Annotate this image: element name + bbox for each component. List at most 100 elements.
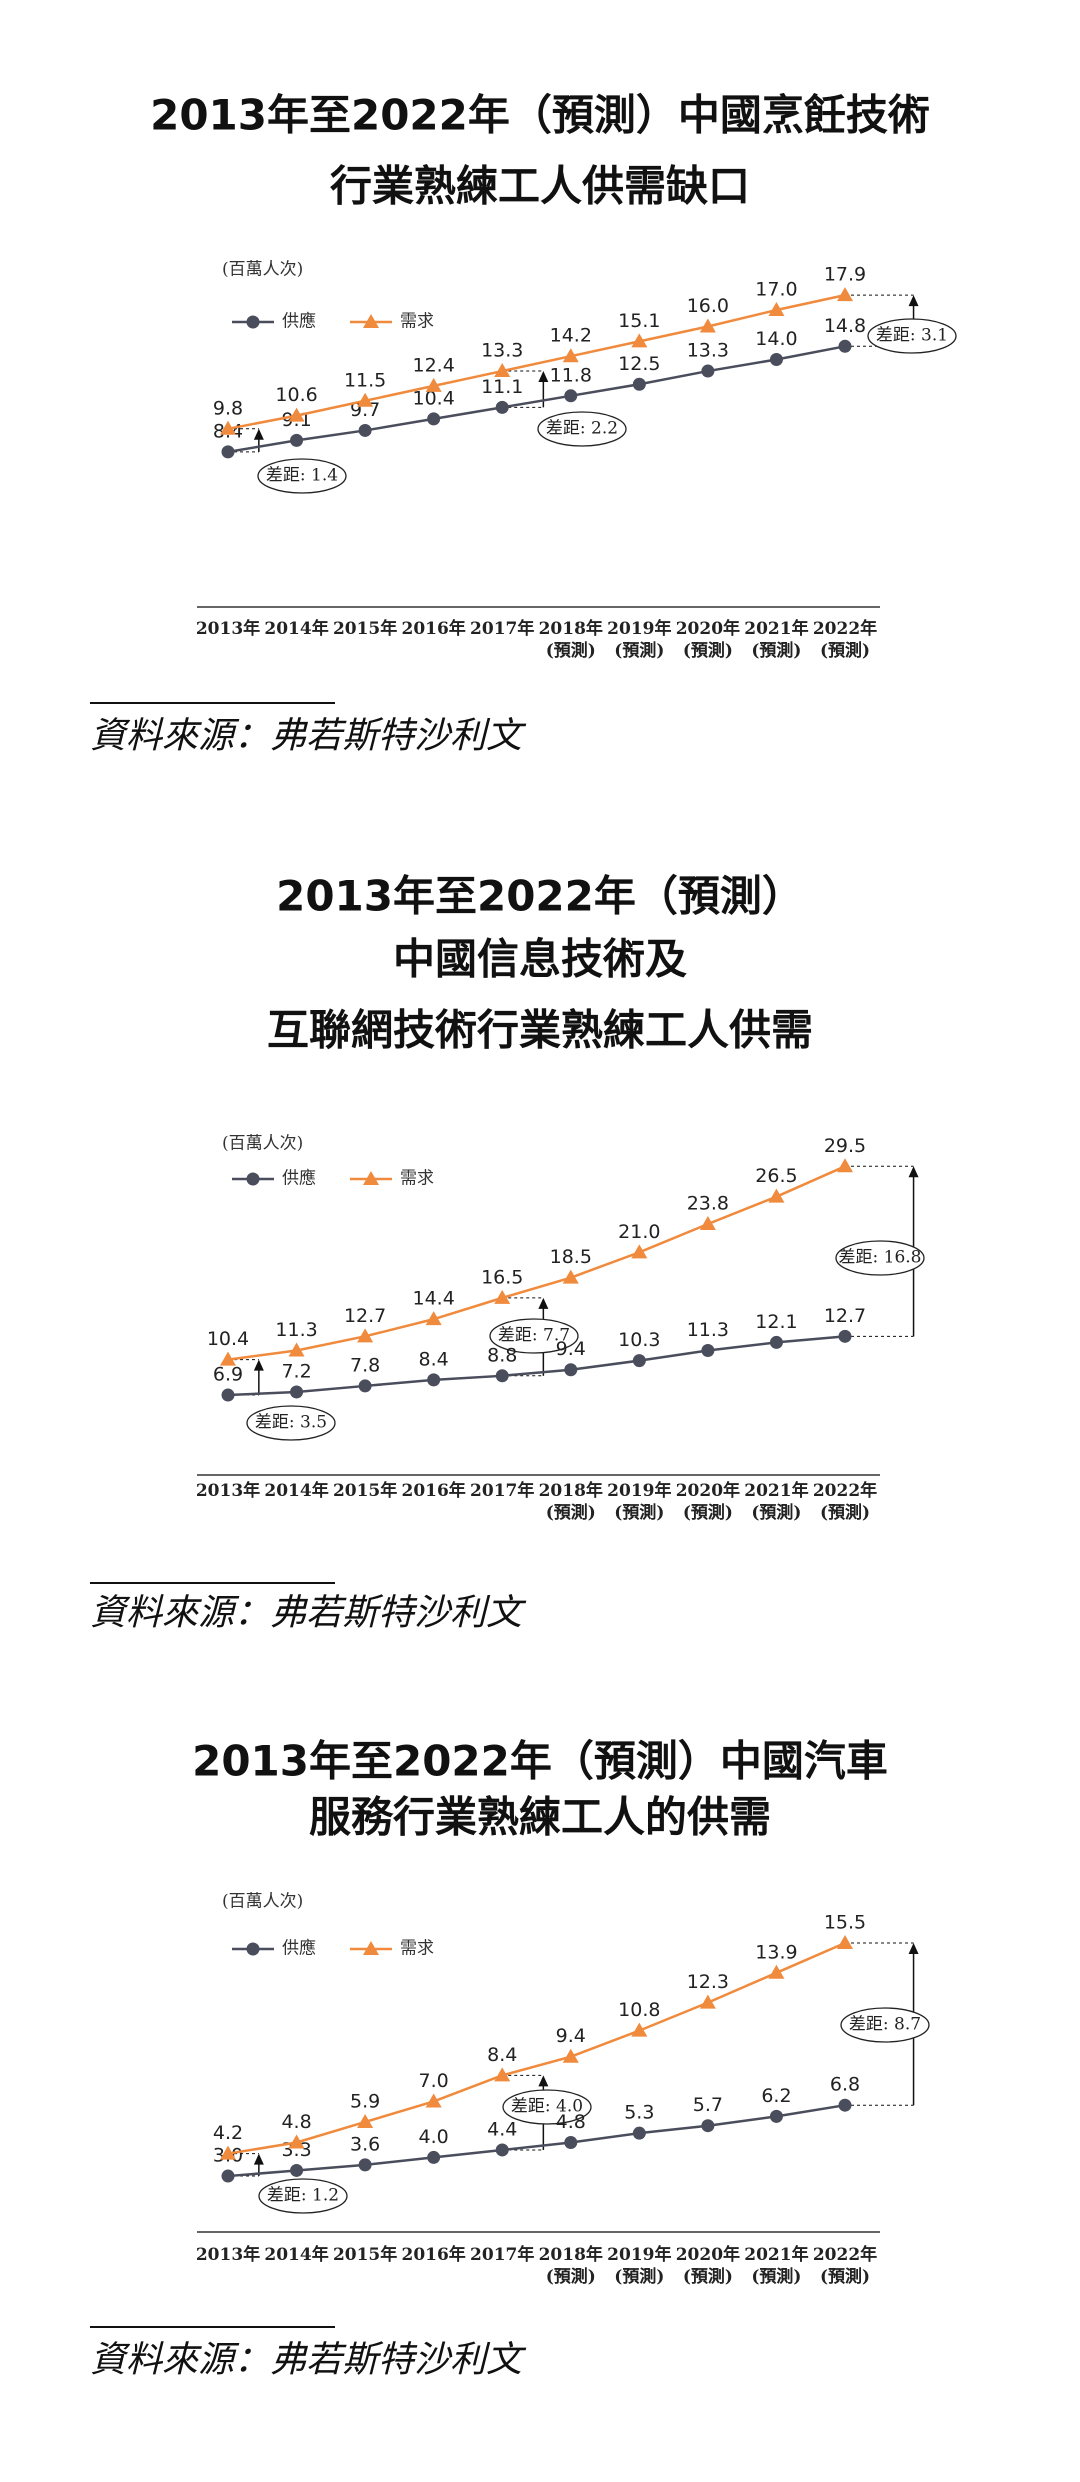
data-point [290,2163,304,2177]
data-label: 11.3 [687,1319,729,1341]
data-point [837,1934,853,1949]
data-point [632,377,646,391]
x-tick-label: 2017年 [470,619,535,639]
gap-ellipse [537,411,627,447]
arrow-head [538,2075,549,2087]
data-label: 21.0 [618,1221,660,1243]
gap-ellipse [489,1318,579,1354]
x-tick-label: 2013年 [195,619,261,639]
arrow-head [908,1942,919,1954]
data-point [701,1344,715,1358]
gap-ellipse [258,2178,348,2214]
source-note: 資料來源：弗若斯特沙利文 [90,2339,527,2379]
legend-marker [363,314,379,328]
data-point [701,364,715,378]
data-label: 29.5 [824,1135,866,1157]
x-tick-label: 2020年 (預測) [675,619,741,661]
source-note: 資料來源：弗若斯特沙利文 [90,715,527,755]
data-point [288,407,305,422]
data-point [494,363,511,378]
source-note: 資料來源：弗若斯特沙利文 [90,1592,527,1632]
x-tick-label: 2013年 [195,1481,261,1501]
data-point [221,445,235,459]
data-label: 11.1 [481,376,523,398]
data-point [427,2150,441,2164]
data-label: 4.0 [419,2126,449,2148]
x-tick-label: 2013年 [195,2245,261,2265]
data-point [494,2067,511,2082]
arrow-head [253,1359,264,1371]
legend-label: 供應 [282,1938,316,1959]
x-tick-label: 2016年 [401,619,466,639]
gap-annotation: 差距: 7.7 [498,1326,570,1346]
gap-ellipse [835,1240,925,1276]
data-label: 11.8 [550,364,592,386]
data-label: 13.3 [481,340,523,362]
data-label: 17.9 [824,264,866,286]
x-tick-label: 2019年 (預測) [607,2245,672,2287]
data-label: 13.3 [687,340,729,362]
series-line [227,1335,846,1397]
series-line [227,293,846,431]
data-label: 6.8 [830,2074,860,2096]
x-tick-label: 2020年 (預測) [675,1481,741,1523]
data-point [427,1373,441,1387]
data-label: 10.4 [413,387,455,409]
x-tick-label: 2018年 (預測) [538,2245,603,2287]
data-label: 12.7 [344,1305,386,1327]
x-tick-label: 2021年 (預測) [744,1481,809,1523]
legend-marker [246,315,260,329]
data-label: 14.2 [550,325,592,347]
data-point [290,433,304,447]
legend-label: 供應 [282,1168,316,1189]
data-label: 7.0 [419,2070,449,2092]
x-tick-label: 2014年 [264,2245,329,2265]
data-point [425,1311,442,1326]
arrow-head [908,1166,919,1178]
legend-marker [246,1172,260,1186]
data-point [221,1388,235,1402]
data-label: 17.0 [755,279,797,301]
x-tick-label: 2022年 (預測) [812,2245,878,2287]
x-tick-label: 2021年 (預測) [744,619,809,661]
gap-annotation: 差距: 3.1 [876,326,948,346]
data-point [699,318,716,333]
data-point [838,1329,852,1343]
data-point [427,412,441,426]
data-point [838,339,852,353]
data-label: 18.5 [550,1246,592,1268]
x-tick-label: 2015年 [332,2245,398,2265]
data-label: 10.6 [275,384,317,406]
x-tick-label: 2022年 (預測) [812,1481,878,1523]
data-point [221,2169,235,2183]
chart-title: 行業熟練工人供需缺口 [330,162,750,211]
gap-annotation: 差距: 4.0 [511,2097,583,2117]
x-tick-label: 2014年 [264,619,329,639]
arrow-head [538,1297,549,1309]
data-point [769,2109,783,2123]
gap-ellipse [840,2007,930,2043]
gap-ellipse [257,458,347,494]
chart-title: 中國信息技術及 [393,935,687,984]
data-point [769,1335,783,1349]
data-point [358,1379,372,1393]
data-point [358,2158,372,2172]
series-line [227,1165,846,1361]
data-point [357,2113,374,2128]
data-label: 15.5 [824,1911,866,1933]
data-point [562,1269,579,1284]
gap-annotation: 差距: 1.4 [266,466,338,486]
legend-label: 需求 [400,1939,434,1959]
data-point [699,1215,716,1230]
data-point [290,1385,304,1399]
x-tick-label: 2016年 [401,2245,466,2265]
data-label: 11.5 [344,369,386,391]
data-point [425,377,442,392]
data-label: 14.0 [755,328,797,350]
data-label: 13.9 [755,1941,797,1963]
x-tick-label: 2015年 [332,1481,398,1501]
data-label: 3.6 [350,2133,380,2155]
gap-annotation: 差距: 16.8 [839,1248,922,1268]
chart-title: 服務行業熟練工人的供需 [309,1793,771,1842]
